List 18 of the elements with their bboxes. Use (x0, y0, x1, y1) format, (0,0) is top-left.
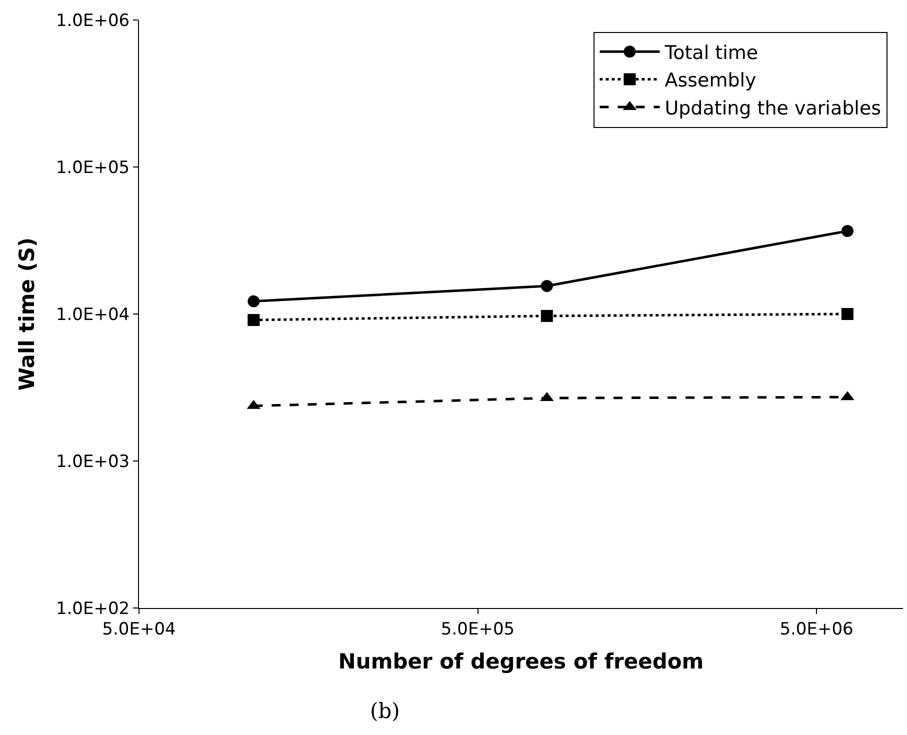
y-tick-label: 1.0E+06 (56, 10, 130, 31)
legend-label: Updating the variables (664, 97, 882, 120)
point (841, 224, 854, 237)
y-tick-label: 1.0E+03 (56, 452, 130, 472)
point (248, 314, 260, 326)
y-tick-label: 1.0E+02 (56, 598, 130, 619)
legend-label: Total time (664, 42, 758, 64)
y-tick-label: 1.0E+05 (56, 158, 130, 178)
x-tick-label: 5.0E+05 (440, 619, 515, 640)
legend-label: Assembly (664, 70, 756, 92)
y-tick-label: 1.0E+04 (56, 304, 130, 325)
y-axis-title: Wall time (S) (15, 237, 40, 391)
x-tick-label: 5.0E+04 (102, 619, 176, 640)
x-axis-title: Number of degrees of freedom (338, 650, 704, 674)
x-tick-label: 5.0E+06 (780, 619, 854, 640)
text: (b) (370, 699, 400, 723)
point (248, 295, 260, 308)
point (841, 308, 854, 320)
